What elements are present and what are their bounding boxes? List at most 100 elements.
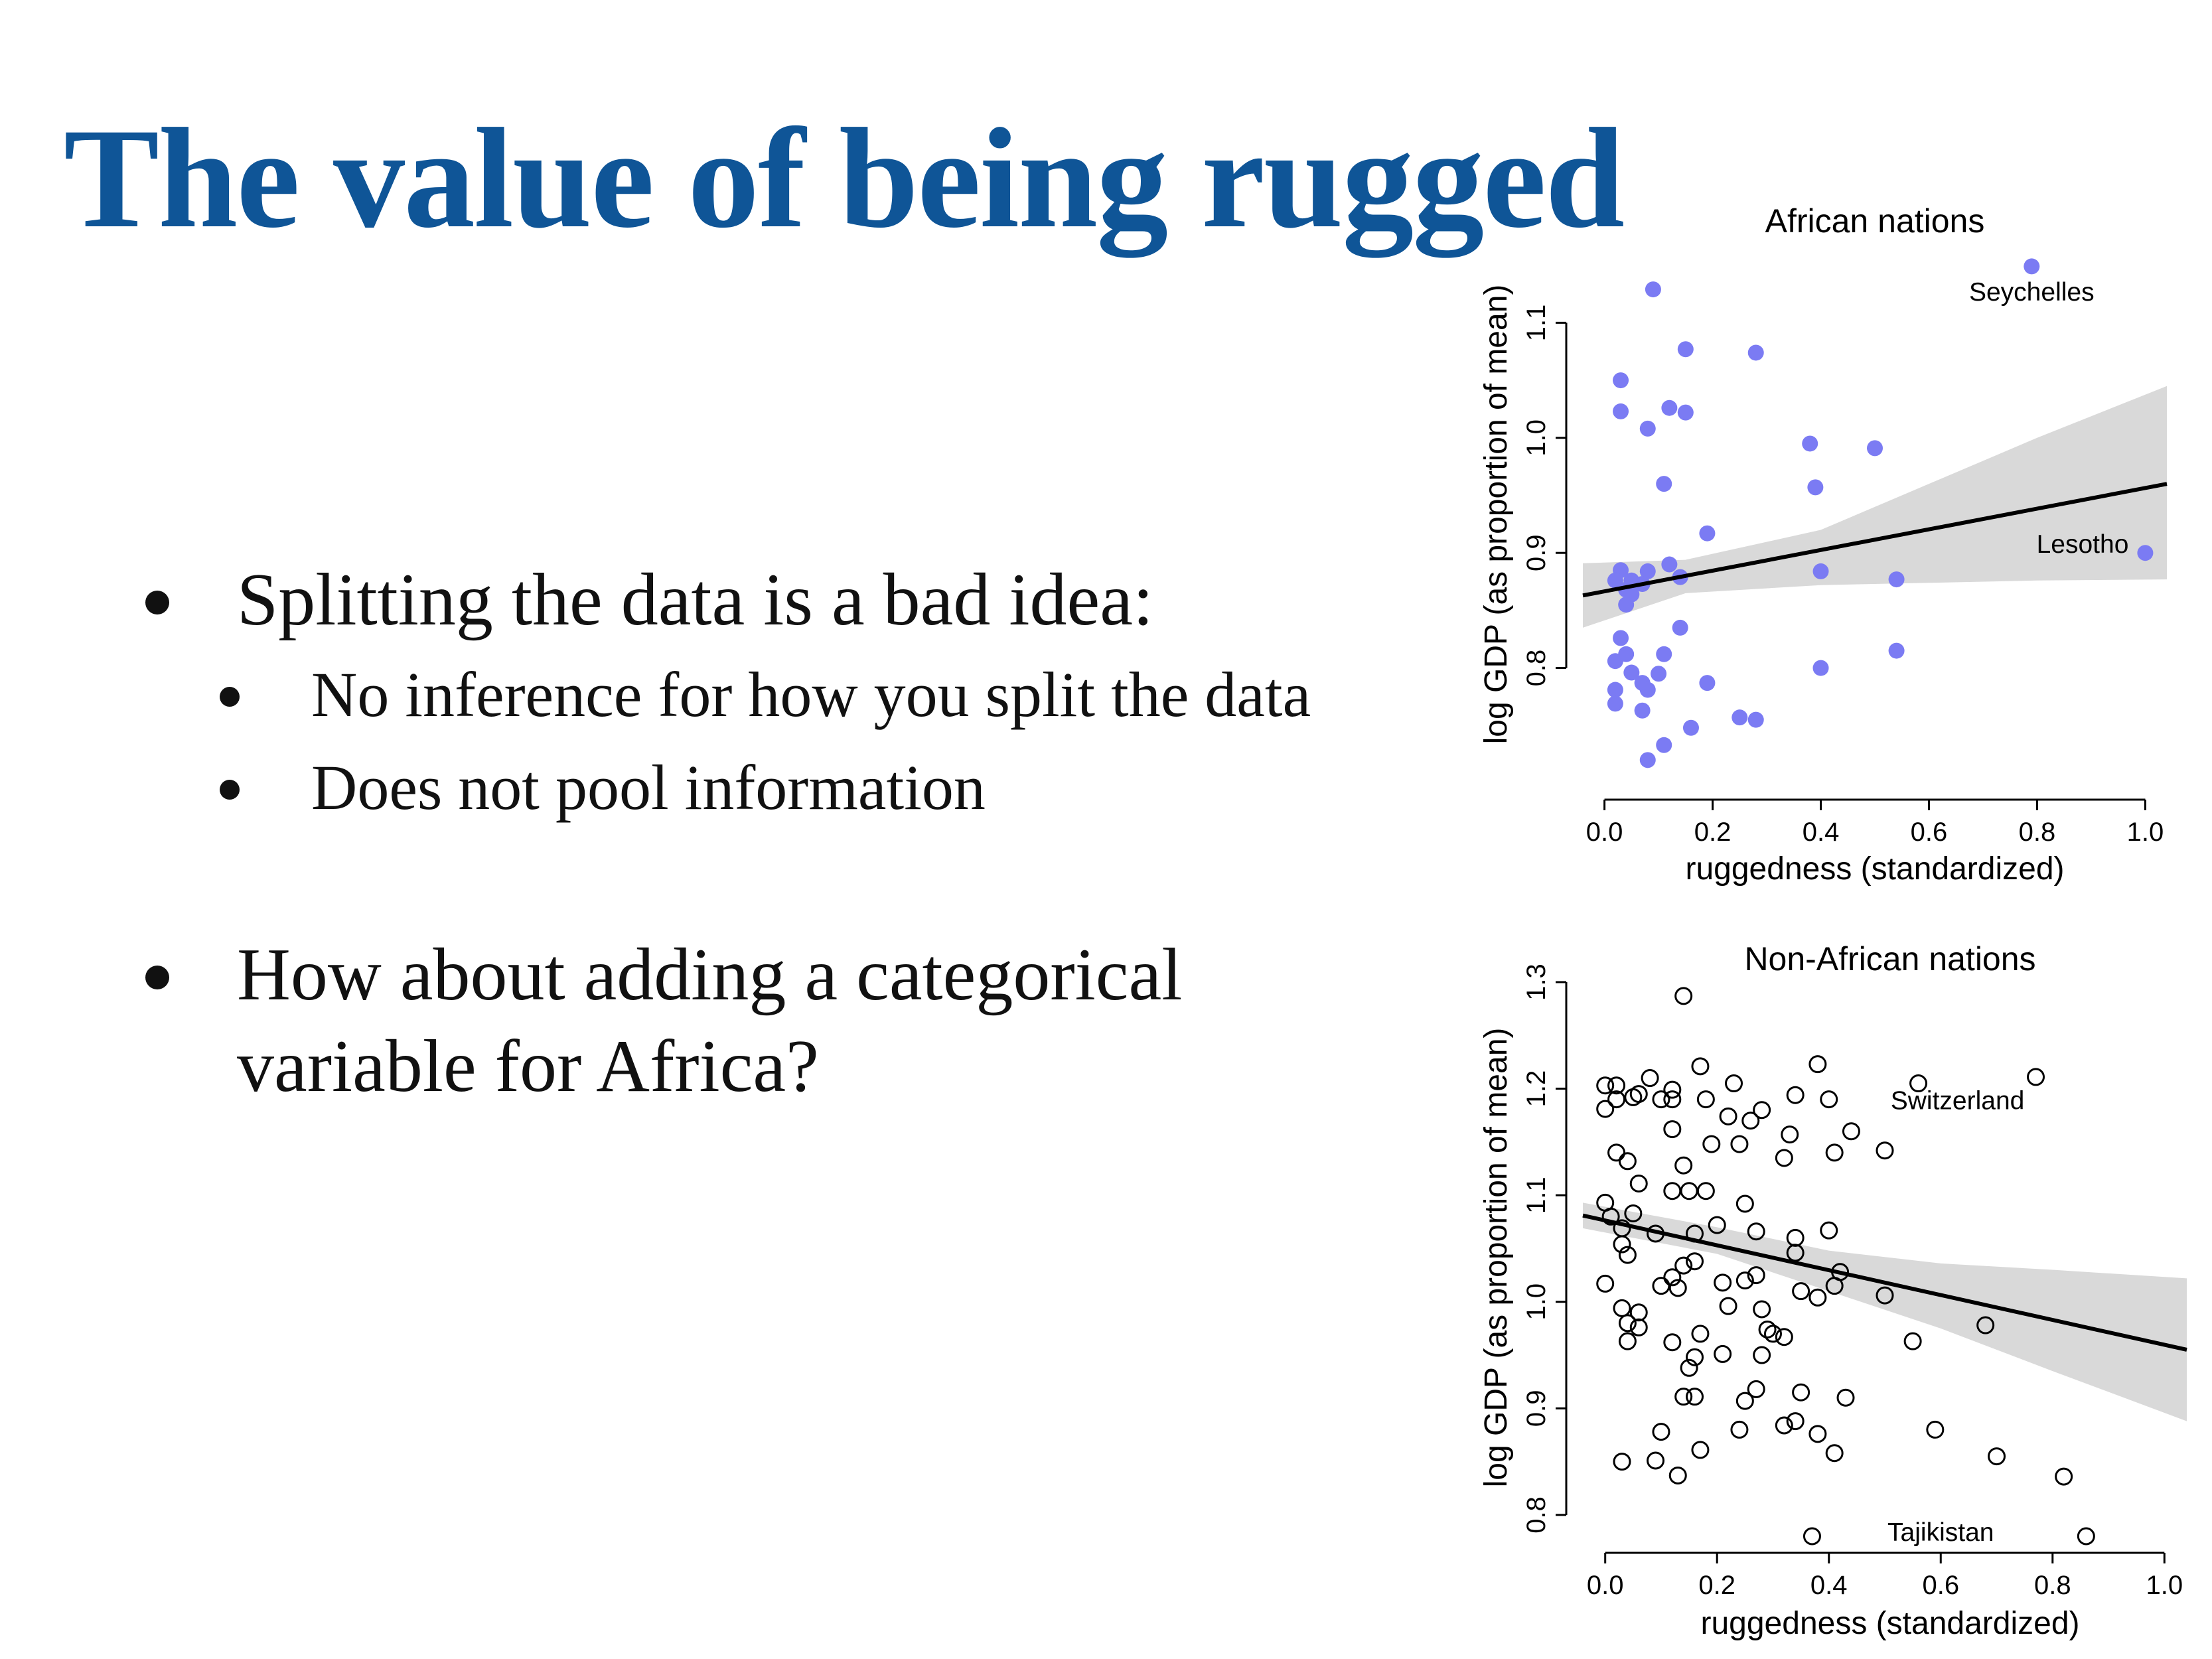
data-point bbox=[1903, 1332, 1922, 1350]
y-axis-title: log GDP (as proportion of mean) bbox=[1479, 285, 1514, 745]
data-point bbox=[1674, 1388, 1693, 1406]
data-point bbox=[1613, 1235, 1631, 1254]
data-point bbox=[1735, 1392, 1754, 1410]
data-point bbox=[1888, 642, 1905, 659]
data-point bbox=[1680, 1358, 1698, 1377]
data-point bbox=[1708, 1216, 1726, 1234]
data-point bbox=[1719, 1297, 1737, 1315]
data-point bbox=[1812, 660, 1829, 676]
data-point bbox=[1607, 682, 1623, 698]
bullet-text: How about adding a categorical bbox=[237, 934, 1183, 1016]
data-point bbox=[1747, 344, 1764, 361]
y-tick-label: 1.3 bbox=[1522, 964, 1551, 1001]
y-tick-label: 1.1 bbox=[1522, 305, 1551, 342]
data-point bbox=[1656, 737, 1672, 753]
data-point bbox=[1624, 1088, 1643, 1106]
y-tick-label: 0.9 bbox=[1522, 534, 1551, 571]
data-point bbox=[1753, 1346, 1771, 1364]
point-annotation: Switzerland bbox=[1891, 1087, 2025, 1116]
data-point bbox=[1613, 403, 1629, 419]
data-point bbox=[1663, 1080, 1682, 1099]
y-tick-label: 0.9 bbox=[1522, 1390, 1551, 1427]
data-point bbox=[1836, 1388, 1855, 1407]
data-point bbox=[1596, 1076, 1615, 1095]
data-point bbox=[1613, 1299, 1631, 1317]
data-point bbox=[1596, 1100, 1615, 1118]
data-point bbox=[1714, 1344, 1732, 1363]
data-point bbox=[1624, 1204, 1643, 1222]
data-point bbox=[1613, 1453, 1631, 1471]
y-tick-label: 1.0 bbox=[1522, 419, 1551, 457]
data-point bbox=[1647, 1451, 1665, 1470]
data-point bbox=[1639, 420, 1656, 437]
data-point bbox=[1876, 1286, 1894, 1305]
data-point bbox=[1663, 1268, 1682, 1287]
data-point bbox=[1691, 1441, 1710, 1459]
data-point bbox=[1674, 1156, 1693, 1175]
y-tick-label: 1.0 bbox=[1522, 1283, 1551, 1321]
x-tick-label: 0.4 bbox=[1803, 818, 1840, 847]
data-point bbox=[1825, 1143, 1844, 1162]
data-point bbox=[1672, 619, 1688, 636]
data-point bbox=[1730, 1420, 1749, 1439]
data-point bbox=[1663, 1090, 1682, 1109]
data-point bbox=[1663, 1333, 1682, 1352]
data-point bbox=[1775, 1416, 1793, 1435]
data-point bbox=[1792, 1383, 1810, 1402]
x-tick-label: 0.0 bbox=[1586, 818, 1623, 847]
x-tick-label: 1.0 bbox=[2146, 1571, 2183, 1600]
data-point bbox=[1677, 341, 1694, 358]
data-point bbox=[1629, 1174, 1648, 1192]
x-tick-label: 0.2 bbox=[1698, 1571, 1735, 1600]
chart-title: African nations bbox=[1765, 202, 1985, 240]
data-point bbox=[1753, 1300, 1771, 1319]
data-point bbox=[1607, 1143, 1626, 1162]
confidence-band bbox=[1583, 1202, 2187, 1421]
data-point bbox=[1775, 1328, 1793, 1346]
data-point bbox=[2137, 545, 2154, 561]
data-point bbox=[1696, 1182, 1715, 1200]
data-point bbox=[1820, 1221, 1838, 1240]
data-point bbox=[1674, 987, 1693, 1005]
data-point bbox=[1803, 1527, 1821, 1546]
data-point bbox=[1696, 1090, 1715, 1109]
data-point bbox=[1607, 1076, 1626, 1095]
x-axis-title: ruggedness (standardized) bbox=[1685, 851, 2064, 887]
data-point bbox=[1747, 1222, 1765, 1241]
data-point bbox=[1641, 1069, 1659, 1088]
bullet-dot-icon bbox=[145, 966, 169, 989]
data-point bbox=[1735, 1194, 1754, 1213]
data-point bbox=[1786, 1086, 1805, 1104]
data-point bbox=[1663, 1120, 1682, 1139]
data-point bbox=[1607, 695, 1623, 712]
bullet-dot-icon bbox=[145, 591, 169, 614]
data-point bbox=[1618, 1246, 1637, 1264]
slide-title: The value of being rugged bbox=[64, 99, 1625, 257]
data-point bbox=[1691, 1057, 1710, 1076]
y-tick-label: 1.1 bbox=[1522, 1177, 1551, 1214]
data-point bbox=[1596, 1274, 1615, 1293]
data-point bbox=[1735, 1271, 1754, 1290]
regression-line bbox=[1582, 1213, 2187, 1352]
data-point bbox=[1781, 1125, 1799, 1144]
data-point bbox=[1792, 1282, 1810, 1301]
bullet-text: No inference for how you split the data bbox=[311, 659, 1311, 730]
data-point bbox=[1758, 1320, 1777, 1338]
x-tick-label: 0.2 bbox=[1694, 818, 1732, 847]
data-point bbox=[1618, 1152, 1637, 1171]
bullet-dot-icon bbox=[220, 780, 240, 800]
data-point bbox=[1607, 1090, 1626, 1109]
data-point bbox=[1618, 1332, 1637, 1350]
data-point bbox=[1741, 1112, 1760, 1130]
data-point bbox=[1607, 653, 1623, 670]
data-point bbox=[1820, 1090, 1838, 1109]
data-point bbox=[1842, 1122, 1860, 1141]
data-point bbox=[1634, 702, 1651, 719]
y-tick-label: 0.8 bbox=[1522, 1496, 1551, 1534]
data-point bbox=[1909, 1074, 1928, 1093]
data-point bbox=[1645, 281, 1661, 298]
data-point bbox=[1786, 1412, 1805, 1431]
data-point bbox=[2055, 1467, 2073, 1486]
x-tick-label: 0.8 bbox=[2019, 818, 2056, 847]
